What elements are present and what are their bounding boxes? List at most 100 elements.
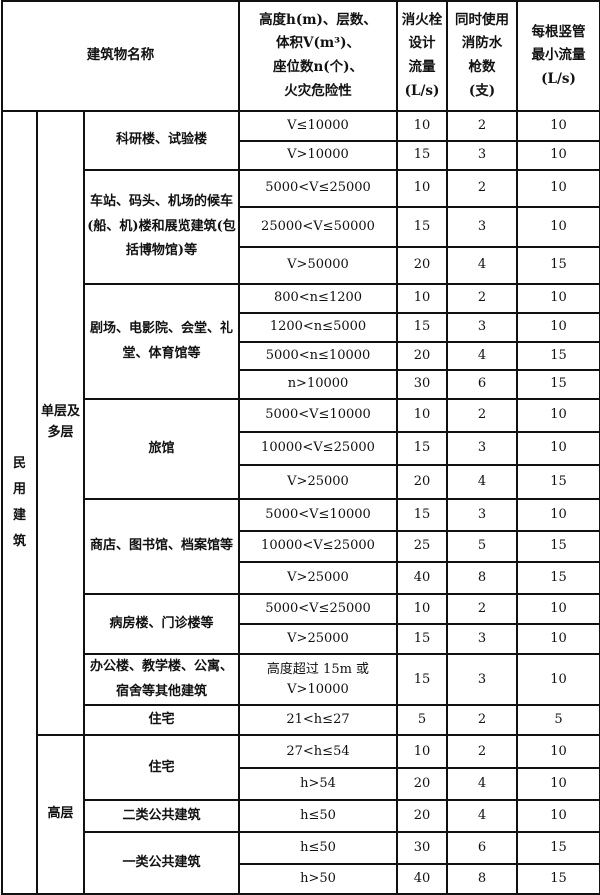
table-row: 25000<V≤50000 15 3 10 <box>2 206 600 248</box>
design-flow-cell: 20 <box>396 464 448 500</box>
table-row: h>54 20 4 10 <box>2 767 600 802</box>
riser-flow-cell: 10 <box>516 398 600 433</box>
condition-cell: 27<h≤54 <box>238 734 398 770</box>
building-name-cell: 办公楼、教学楼、公寓、宿舍等其他建筑 <box>83 652 240 707</box>
guns-cell: 4 <box>446 767 518 802</box>
table-row: 1200<n≤5000 15 3 10 <box>2 312 600 343</box>
condition-cell: 5000<V≤25000 <box>238 593 398 625</box>
guns-cell: 3 <box>446 652 518 707</box>
table-row: V>25000 15 3 10 <box>2 623 600 655</box>
guns-cell: 6 <box>446 831 518 866</box>
guns-cell: 4 <box>446 341 518 371</box>
condition-cell: h>50 <box>238 863 398 895</box>
header-design-flow: 消火栓 设计 流量 (L/s) <box>396 0 448 112</box>
header-building-name: 建筑物名称 <box>1 0 240 112</box>
condition-cell: h≤50 <box>238 799 398 834</box>
design-flow-cell: 30 <box>396 831 448 866</box>
guns-cell: 2 <box>446 734 518 770</box>
riser-flow-cell: 10 <box>516 767 600 802</box>
design-flow-cell: 10 <box>396 110 448 142</box>
riser-flow-cell: 5 <box>516 704 600 737</box>
condition-cell: V>25000 <box>238 623 398 655</box>
table-row: 剧场、电影院、会堂、礼堂、体育馆等 800<n≤1200 10 2 10 <box>2 283 600 400</box>
condition-cell: h>54 <box>238 767 398 802</box>
condition-cell: 5000<n≤10000 <box>238 341 398 371</box>
category-cell: 民用建筑 <box>1 109 38 895</box>
condition-cell: 1200<n≤5000 <box>238 312 398 343</box>
riser-flow-cell: 15 <box>516 369 600 400</box>
riser-flow-cell: 10 <box>516 206 600 248</box>
building-name-cell: 一类公共建筑 <box>83 831 240 895</box>
design-flow-cell: 15 <box>396 206 448 248</box>
table-row: V>25000 20 4 15 <box>2 464 600 500</box>
riser-flow-cell: 15 <box>516 530 600 563</box>
subcategory-cell: 单层及多层 <box>36 109 85 737</box>
design-flow-cell: 30 <box>396 369 448 400</box>
guns-cell: 8 <box>446 863 518 895</box>
condition-cell: V>10000 <box>238 140 398 171</box>
table-row: 病房楼、门诊楼等 5000<V≤25000 10 2 10 <box>2 593 600 655</box>
riser-flow-cell: 15 <box>516 863 600 895</box>
table-row: V>10000 15 3 10 <box>2 140 600 171</box>
condition-cell: V>50000 <box>238 246 398 285</box>
table-row: 二类公共建筑 h≤50 20 4 10 <box>2 799 600 834</box>
design-flow-cell: 20 <box>396 246 448 285</box>
condition-cell: h≤50 <box>238 831 398 866</box>
condition-cell: 5000<V≤25000 <box>238 169 398 208</box>
guns-cell: 8 <box>446 561 518 595</box>
table-row: 住宅 21<h≤27 5 2 5 <box>2 704 600 737</box>
design-flow-cell: 15 <box>396 623 448 655</box>
building-name-cell: 剧场、电影院、会堂、礼堂、体育馆等 <box>83 283 240 400</box>
riser-flow-cell: 10 <box>516 169 600 208</box>
guns-cell: 2 <box>446 593 518 625</box>
design-flow-cell: 20 <box>396 799 448 834</box>
table-row: 5000<n≤10000 20 4 15 <box>2 341 600 371</box>
riser-flow-cell: 10 <box>516 498 600 532</box>
building-name-cell: 病房楼、门诊楼等 <box>83 593 240 655</box>
riser-flow-cell: 15 <box>516 831 600 866</box>
table-row: 办公楼、教学楼、公寓、宿舍等其他建筑 高度超过 15m 或 V>10000 15 3 1… <box>2 652 600 707</box>
table-row: 民用建筑 单层及多层 科研楼、试验楼 V≤10000 10 2 10 <box>1 109 600 895</box>
guns-cell: 3 <box>446 140 518 171</box>
condition-cell: V≤10000 <box>238 110 398 142</box>
guns-cell: 3 <box>446 431 518 466</box>
design-flow-cell: 40 <box>396 561 448 595</box>
guns-cell: 2 <box>446 283 518 314</box>
table-row: 高层 住宅 27<h≤54 10 2 10 <box>2 734 600 895</box>
building-name-cell: 商店、图书馆、档案馆等 <box>83 498 240 595</box>
table-row: h>50 40 8 15 <box>2 863 600 895</box>
header-min-riser-flow: 每根竖管 最小流量 (L/s) <box>516 0 600 112</box>
riser-flow-cell: 15 <box>516 246 600 285</box>
riser-flow-cell: 15 <box>516 464 600 500</box>
table-row: 10000<V≤25000 25 5 15 <box>2 530 600 563</box>
guns-cell: 4 <box>446 246 518 285</box>
guns-cell: 2 <box>446 169 518 208</box>
building-name-cell: 住宅 <box>83 734 240 802</box>
subcategory-label: 高层 <box>47 806 74 822</box>
table-row: V>50000 20 4 15 <box>2 246 600 285</box>
condition-cell: 10000<V≤25000 <box>238 431 398 466</box>
subcategory-cell: 高层 <box>36 734 85 895</box>
riser-flow-cell: 15 <box>516 341 600 371</box>
subcategory-label: 单层及多层 <box>40 404 80 441</box>
table-row: 旅馆 5000<V≤10000 10 2 10 <box>2 398 600 500</box>
condition-cell: 10000<V≤25000 <box>238 530 398 563</box>
riser-flow-cell: 10 <box>516 799 600 834</box>
condition-cell: V>25000 <box>238 561 398 595</box>
design-flow-cell: 10 <box>396 398 448 433</box>
condition-cell: 5000<V≤10000 <box>238 398 398 433</box>
condition-cell: V>25000 <box>238 464 398 500</box>
condition-cell: 21<h≤27 <box>238 704 398 737</box>
header-simultaneous-guns: 同时使用 消防水 枪数 (支) <box>446 0 518 112</box>
guns-cell: 3 <box>446 623 518 655</box>
riser-flow-cell: 10 <box>516 652 600 707</box>
condition-cell: 800<n≤1200 <box>238 283 398 314</box>
design-flow-cell: 15 <box>396 652 448 707</box>
riser-flow-cell: 10 <box>516 593 600 625</box>
guns-cell: 3 <box>446 312 518 343</box>
table-row: n>10000 30 6 15 <box>2 369 600 400</box>
design-flow-cell: 5 <box>396 704 448 737</box>
table-row: V>25000 40 8 15 <box>2 561 600 595</box>
guns-cell: 2 <box>446 704 518 737</box>
